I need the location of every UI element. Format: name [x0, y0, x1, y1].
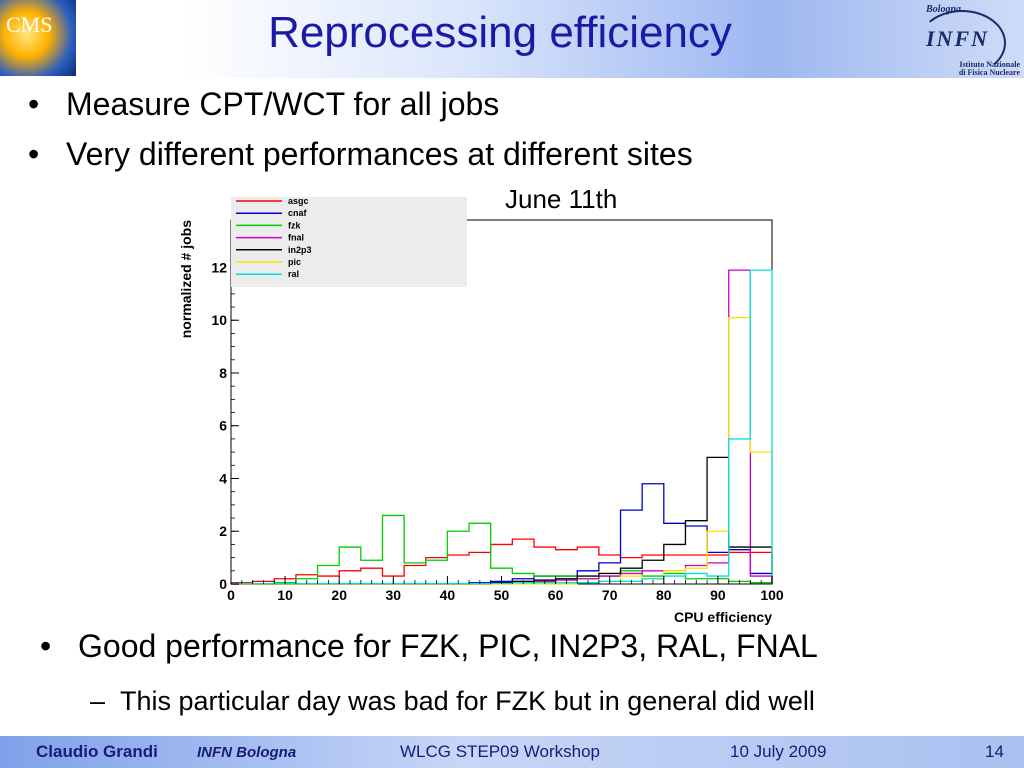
y-tick-label: 6 — [219, 418, 227, 434]
bullet-item: • Measure CPT/WCT for all jobs — [28, 84, 693, 134]
infn-city: Bologna — [926, 4, 962, 15]
slide-title: Reprocessing efficiency — [268, 8, 732, 57]
histogram-chart: 0 10 20 30 40 50 60 70 80 90 100 0 2 4 6 8 10 12 CPU effic… — [170, 180, 810, 630]
x-tick-label: 100 — [760, 587, 784, 603]
y-axis-label: normalized # jobs — [178, 220, 194, 338]
infn-logo: Bologna INFN Istituto Nazionale di Fisic… — [912, 4, 1022, 77]
x-tick-label: 90 — [710, 587, 726, 603]
y-tick-label: 8 — [219, 365, 227, 381]
histogram-svg: 0 10 20 30 40 50 60 70 80 90 100 0 2 4 6 8 10 12 CPU effic… — [178, 196, 784, 625]
x-tick-label: 60 — [548, 587, 564, 603]
footer-page-number: 14 — [985, 742, 1004, 761]
bullet-text: Measure CPT/WCT for all jobs — [66, 86, 500, 122]
x-tick-label: 30 — [386, 587, 402, 603]
sub-bullet-text: This particular day was bad for FZK but … — [120, 686, 815, 716]
footer-institution: INFN Bologna — [197, 744, 297, 761]
footer-author: Claudio Grandi — [36, 742, 158, 761]
legend-label-cnaf: cnaf — [288, 208, 308, 218]
footer-date: 10 July 2009 — [730, 742, 827, 761]
legend-label-fnal: fnal — [288, 233, 304, 243]
title-bar: CMS Reprocessing efficiency Bologna INFN… — [0, 0, 1024, 78]
y-tick-label: 0 — [219, 576, 227, 592]
x-tick-label: 20 — [331, 587, 347, 603]
x-tick-label: 10 — [277, 587, 293, 603]
sub-bullet-item: – This particular day was bad for FZK but… — [90, 686, 815, 716]
legend-label-in2p3: in2p3 — [288, 245, 312, 255]
bullet-item: • Very different performances at differen… — [28, 134, 693, 184]
bullet-text: Very different performances at different… — [66, 136, 693, 172]
cms-logo-text: CMS — [6, 12, 53, 37]
infn-name: INFN — [926, 26, 990, 51]
legend-box — [231, 197, 467, 287]
footer-bar — [0, 736, 1024, 768]
legend-label-pic: pic — [288, 257, 301, 267]
y-tick-label: 4 — [219, 470, 227, 486]
cms-logo: CMS — [0, 0, 76, 76]
infn-arc-icon — [918, 10, 1006, 76]
x-tick-label: 40 — [440, 587, 456, 603]
bullet-text: Good performance for FZK, PIC, IN2P3, RA… — [78, 628, 818, 664]
legend-label-asgc: asgc — [288, 196, 309, 206]
x-tick-label: 50 — [494, 587, 510, 603]
y-tick-label: 12 — [211, 259, 227, 275]
y-tick-label: 10 — [211, 312, 227, 328]
x-tick-label: 70 — [602, 587, 618, 603]
x-tick-label: 80 — [656, 587, 672, 603]
x-axis-label: CPU efficiency — [674, 609, 772, 625]
bullet-list: • Measure CPT/WCT for all jobs • Very diff… — [28, 84, 693, 184]
infn-subtitle-2: di Fisica Nucleare — [958, 68, 1020, 77]
legend-label-ral: ral — [288, 269, 299, 279]
y-tick-label: 2 — [219, 523, 227, 539]
chart-annotation: June 11th — [505, 184, 618, 214]
bullet-item-performance: • Good performance for FZK, PIC, IN2P3, R… — [40, 628, 818, 664]
legend-label-fzk: fzk — [288, 220, 301, 230]
series-line-asgc — [230, 538, 773, 584]
infn-subtitle-1: Istituto Nazionale — [959, 60, 1020, 69]
footer-conference: WLCG STEP09 Workshop — [400, 742, 600, 761]
x-tick-label: 0 — [227, 587, 235, 603]
